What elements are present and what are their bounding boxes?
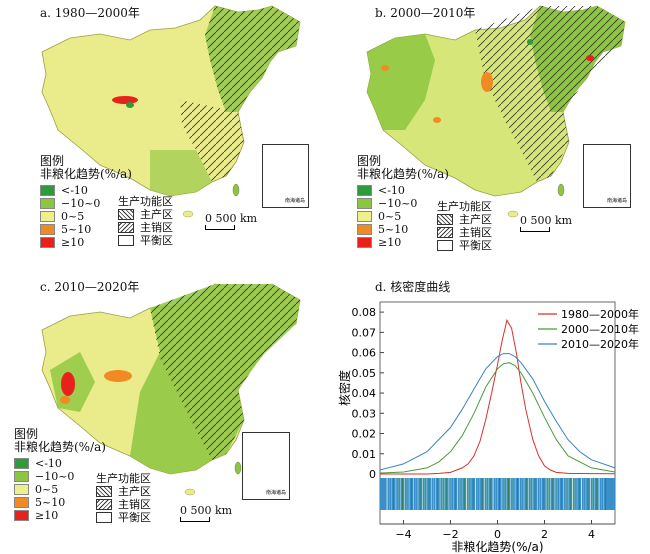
- taiwan: [232, 183, 240, 197]
- hotspot-red: [112, 96, 138, 104]
- legend-label-2: 2000—2010年: [561, 322, 639, 336]
- china-map-c: [41, 283, 301, 496]
- east-hatch: [180, 100, 244, 182]
- legend-item: 5~10: [40, 223, 132, 236]
- function-zones-title: 生产功能区: [437, 200, 492, 213]
- x-tick-label: 2: [541, 528, 548, 541]
- scale-bar-b: 0 500 km: [520, 214, 572, 232]
- y-tick-label: 0.06: [352, 347, 377, 360]
- map-panel-a: a. 1980—2000年 图例 非粮化趋势(%/a) <-10 −10~0 0…: [0, 0, 325, 270]
- series-line-2: [379, 362, 616, 474]
- y-tick-label: 0.07: [352, 326, 377, 339]
- legend-b: 图例 非粮化趋势(%/a) <-10 −10~0 0~5 5~10 ≥10: [357, 155, 449, 249]
- legend-item: ≥10: [14, 509, 106, 522]
- y-tick-label: 0: [369, 468, 376, 481]
- legend-subtitle: 非粮化趋势(%/a): [357, 167, 449, 181]
- y-tick-label: 0.02: [352, 428, 377, 441]
- hainan: [507, 210, 519, 218]
- south-china-sea-inset-c: 南海诸岛: [242, 432, 290, 500]
- panel-title-c: c. 2010—2020年: [40, 280, 140, 294]
- legend-subtitle: 非粮化趋势(%/a): [14, 440, 106, 454]
- legend-item: <-10: [357, 184, 449, 197]
- legend-item: 5~10: [357, 223, 449, 236]
- legend-item: ≥10: [40, 236, 132, 249]
- legend-c: 图例 非粮化趋势(%/a) <-10 −10~0 0~5 5~10 ≥10: [14, 428, 106, 522]
- function-zones-title: 生产功能区: [96, 472, 151, 485]
- hotspot-orange: [481, 72, 493, 92]
- panel-title-a: a. 1980—2000年: [40, 6, 140, 20]
- function-zones-c: 生产功能区 主产区 主销区 平衡区: [96, 472, 151, 524]
- south-china-sea-inset-b: 南海诸岛: [583, 144, 631, 208]
- legend-title: 图例: [40, 154, 65, 168]
- legend-title: 图例: [14, 427, 39, 441]
- legend-item: 0~5: [357, 210, 449, 223]
- south-china-sea-inset-a: 南海诸岛: [262, 144, 309, 208]
- legend-title: 图例: [357, 154, 382, 168]
- y-tick-label: 0.03: [352, 407, 377, 420]
- map-panel-b: b. 2000—2010年 图例 非粮化趋势(%/a) <-10 −10~0 0…: [325, 0, 650, 270]
- legend-a: 图例 非粮化趋势(%/a) <-10 −10~0 0~5 5~10 ≥10: [40, 155, 132, 249]
- legend-item: −10~0: [40, 197, 132, 210]
- scale-bar-a: 0 500 km: [205, 212, 257, 230]
- y-tick-label: 0.04: [352, 387, 377, 400]
- legend-label-1: 1980—2000年: [561, 307, 639, 321]
- y-axis-label: 核密度: [337, 370, 352, 406]
- legend-item: 0~5: [14, 483, 106, 496]
- china-map-a: [41, 5, 301, 218]
- legend-item: 0~5: [40, 210, 132, 223]
- legend-item: 5~10: [14, 496, 106, 509]
- taiwan: [557, 183, 565, 197]
- x-axis-label: 非粮化趋势(%/a): [451, 539, 543, 554]
- scale-bar-c: 0 500 km: [180, 504, 232, 522]
- x-tick-label: −2: [442, 528, 458, 541]
- legend-item: −10~0: [14, 470, 106, 483]
- x-tick-label: 4: [588, 528, 595, 541]
- legend-item: <-10: [40, 184, 132, 197]
- legend-label-3: 2010—2020年: [561, 337, 639, 351]
- function-zones-b: 生产功能区 主产区 主销区 平衡区: [437, 200, 492, 252]
- legend-item: −10~0: [357, 197, 449, 210]
- map-panel-c: c. 2010—2020年 图例 非粮化趋势(%/a) <-10 −10~0 0…: [0, 272, 325, 554]
- west-green: [367, 34, 435, 130]
- china-map-b: [366, 5, 626, 218]
- density-panel-d: d. 核密度曲线 0 0.01 0.02 0.03 0.04 0.05 0.06 0.07 0.…: [325, 272, 650, 554]
- hotspot-red: [61, 372, 75, 396]
- series-line-1: [380, 318, 616, 475]
- chart-title: d. 核密度曲线: [375, 280, 451, 294]
- legend-item: <-10: [14, 457, 106, 470]
- series-line-3: [379, 353, 616, 471]
- x-tick-label: −4: [395, 528, 411, 541]
- panel-title-b: b. 2000—2010年: [375, 6, 476, 20]
- x-tick-label: 0: [494, 528, 501, 541]
- south-green: [150, 150, 212, 196]
- y-tick-label: 0.01: [352, 448, 377, 461]
- legend-item: ≥10: [357, 236, 449, 249]
- y-tick-label: 0.08: [352, 306, 377, 319]
- y-tick-label: 0.05: [352, 367, 377, 380]
- function-zones-title: 生产功能区: [118, 195, 173, 208]
- taiwan: [234, 461, 242, 475]
- hainan: [182, 210, 194, 218]
- legend-subtitle: 非粮化趋势(%/a): [40, 167, 132, 181]
- function-zones-a: 生产功能区 主产区 主销区 平衡区: [118, 195, 173, 247]
- hainan: [184, 488, 196, 496]
- density-chart: 0 0.01 0.02 0.03 0.04 0.05 0.06 0.07 0.08 −4 −2 0 2 4…: [337, 301, 639, 554]
